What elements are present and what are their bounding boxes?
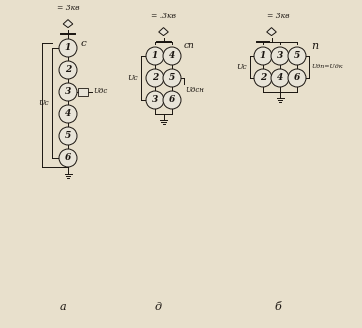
Text: Uс: Uс xyxy=(38,99,49,107)
Text: 1: 1 xyxy=(152,51,158,60)
Circle shape xyxy=(163,47,181,65)
Text: Uдсн: Uдсн xyxy=(185,86,204,94)
Text: сп: сп xyxy=(184,42,195,51)
Polygon shape xyxy=(63,20,73,28)
Text: Uс: Uс xyxy=(236,63,247,71)
Text: c: c xyxy=(81,38,87,48)
Text: Uдп=Uдк: Uдп=Uдк xyxy=(311,65,342,70)
Text: = .3кв: = .3кв xyxy=(151,12,176,20)
Circle shape xyxy=(59,127,77,145)
Text: Uдс: Uдс xyxy=(93,87,107,95)
Circle shape xyxy=(254,47,272,65)
Text: 4: 4 xyxy=(277,73,283,83)
Text: 5: 5 xyxy=(294,51,300,60)
Text: п: п xyxy=(311,41,318,51)
Text: 3: 3 xyxy=(277,51,283,60)
FancyBboxPatch shape xyxy=(78,88,88,96)
Text: 1: 1 xyxy=(65,44,71,52)
Text: 3: 3 xyxy=(152,95,158,105)
Text: д: д xyxy=(155,302,162,312)
Circle shape xyxy=(254,69,272,87)
Circle shape xyxy=(59,149,77,167)
Text: 4: 4 xyxy=(169,51,175,60)
Text: = 3кв: = 3кв xyxy=(267,12,289,20)
Text: = 3кв: = 3кв xyxy=(57,4,79,12)
Circle shape xyxy=(59,39,77,57)
Text: 5: 5 xyxy=(169,73,175,83)
Circle shape xyxy=(146,69,164,87)
Text: 6: 6 xyxy=(294,73,300,83)
Circle shape xyxy=(271,47,289,65)
Text: 3: 3 xyxy=(65,88,71,96)
Circle shape xyxy=(288,69,306,87)
Text: б: б xyxy=(275,302,281,312)
Polygon shape xyxy=(159,28,168,36)
Text: 2: 2 xyxy=(65,66,71,74)
Text: 2: 2 xyxy=(152,73,158,83)
Text: 1: 1 xyxy=(260,51,266,60)
Circle shape xyxy=(288,47,306,65)
Circle shape xyxy=(59,83,77,101)
Circle shape xyxy=(59,105,77,123)
Circle shape xyxy=(271,69,289,87)
Text: Uс: Uс xyxy=(127,74,138,82)
Text: 5: 5 xyxy=(65,132,71,140)
Polygon shape xyxy=(267,28,276,36)
Circle shape xyxy=(146,91,164,109)
Circle shape xyxy=(163,91,181,109)
Text: 2: 2 xyxy=(260,73,266,83)
Text: 6: 6 xyxy=(169,95,175,105)
Circle shape xyxy=(59,61,77,79)
Text: 6: 6 xyxy=(65,154,71,162)
Circle shape xyxy=(146,47,164,65)
Text: 4: 4 xyxy=(65,110,71,118)
Circle shape xyxy=(163,69,181,87)
Text: a: a xyxy=(60,302,66,312)
